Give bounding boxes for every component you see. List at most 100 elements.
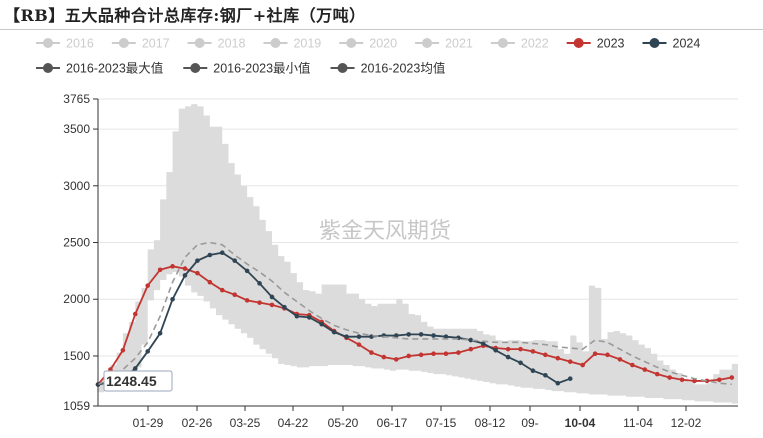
legend-dot-icon <box>43 63 53 73</box>
data-point-2024 <box>331 329 337 335</box>
data-point-2023 <box>244 298 250 303</box>
y-tick-label: 2500 <box>63 236 90 250</box>
data-point-2023 <box>518 346 523 352</box>
data-point-2024 <box>145 349 151 354</box>
data-point-2023 <box>219 287 225 293</box>
data-point-2023 <box>418 352 424 358</box>
data-point-2023 <box>381 354 387 360</box>
data-point-2023 <box>667 375 672 380</box>
data-point-2024 <box>393 333 399 338</box>
x-tick-label: 01-29 <box>133 416 164 430</box>
data-point-2023 <box>530 349 536 354</box>
legend-label: 2016-2023最小值 <box>213 61 310 76</box>
data-point-2024 <box>518 360 523 366</box>
data-point-2024 <box>207 252 213 258</box>
data-point-2024 <box>232 258 237 263</box>
y-tick-label: 1059 <box>63 399 90 413</box>
legend-label: 2016-2023最大值 <box>66 61 163 76</box>
chart-title: 【RB】五大品种合计总库存:钢厂+社库（万吨） <box>4 6 366 25</box>
data-point-2023 <box>406 353 411 359</box>
data-point-2024 <box>132 366 138 371</box>
y-tick-label: 2000 <box>63 292 90 306</box>
data-point-2023 <box>443 351 449 356</box>
x-tick-label: 09- <box>521 416 538 430</box>
data-point-2023 <box>717 377 722 383</box>
data-point-2024 <box>282 304 287 310</box>
data-point-2023 <box>654 371 660 377</box>
data-point-2024 <box>344 334 349 339</box>
legend-item-2024[interactable]: 2024 <box>642 37 701 51</box>
legend-item-2016-2023最小值[interactable]: 2016-2023最小值 <box>183 61 311 76</box>
legend-label: 2020 <box>369 37 397 51</box>
legend-item-2023[interactable]: 2023 <box>566 37 625 51</box>
data-point-2023 <box>207 279 213 285</box>
legend-item-2016-2023均值[interactable]: 2016-2023均值 <box>330 61 446 76</box>
max-min-range-area <box>98 104 738 404</box>
y-tick-label: 3000 <box>63 179 90 193</box>
legend-dot-icon <box>43 38 53 48</box>
data-point-2024 <box>431 333 436 338</box>
data-point-2023 <box>617 357 623 362</box>
legend-label: 2022 <box>521 37 549 51</box>
legend-label: 2016-2023均值 <box>361 61 446 76</box>
data-point-2024 <box>195 258 200 263</box>
legend-label: 2017 <box>142 37 170 51</box>
legend-item-2019[interactable]: 2019 <box>263 37 321 51</box>
legend: 2016 2017 2018 2019 2020 2021 2022 2023 2024 2016… <box>36 37 700 76</box>
x-tick-label: 12-02 <box>671 416 702 430</box>
data-point-2024 <box>257 281 262 286</box>
legend-item-2022[interactable]: 2022 <box>490 37 549 51</box>
data-point-2023 <box>257 300 262 305</box>
data-point-2024 <box>319 321 324 327</box>
x-tick-label: 07-15 <box>426 416 457 430</box>
data-point-2024 <box>219 250 225 256</box>
data-point-2023 <box>679 377 685 383</box>
legend-label: 2019 <box>293 37 321 51</box>
legend-dot-icon <box>497 38 508 48</box>
x-tick-label: 05-20 <box>328 416 359 430</box>
x-tick-label: 06-17 <box>377 416 408 430</box>
y-tick-label: 3500 <box>63 122 90 136</box>
legend-item-2016-2023最大值[interactable]: 2016-2023最大值 <box>36 61 163 76</box>
legend-item-2018[interactable]: 2018 <box>187 37 246 51</box>
legend-item-2020[interactable]: 2020 <box>339 37 397 51</box>
x-tick-label: 11-04 <box>623 416 653 430</box>
data-point-2024 <box>182 273 188 278</box>
data-point-2023 <box>132 311 138 317</box>
data-point-2023 <box>567 359 573 364</box>
legend-item-2017[interactable]: 2017 <box>111 37 170 51</box>
data-point-2023 <box>232 292 237 298</box>
data-point-2024 <box>157 330 163 336</box>
y-tick-label: 1500 <box>63 349 90 363</box>
series-line-2016-2023均值 <box>97 241 732 386</box>
data-point-2024 <box>567 376 573 381</box>
data-point-2023 <box>157 267 163 273</box>
legend-item-2016[interactable]: 2016 <box>36 37 94 51</box>
data-point-2023 <box>120 347 126 353</box>
legend-label: 2023 <box>597 37 625 51</box>
data-point-2024 <box>530 368 536 374</box>
data-point-2023 <box>269 302 275 308</box>
legend-label: 2016 <box>66 37 94 51</box>
data-point-2024 <box>480 341 486 346</box>
data-point-2024 <box>543 372 548 378</box>
data-point-2024 <box>294 313 300 319</box>
legend-dot-icon <box>194 38 205 48</box>
x-tick-label: 08-12 <box>475 416 506 430</box>
legend-dot-icon <box>346 38 357 48</box>
data-point-2024 <box>269 294 275 300</box>
pointer-label-box <box>103 370 173 392</box>
legend-item-2021[interactable]: 2021 <box>415 37 473 51</box>
data-point-2024 <box>356 334 362 339</box>
data-point-2024 <box>505 354 511 360</box>
data-point-2023 <box>369 350 374 355</box>
data-point-2023 <box>170 264 175 269</box>
title-divider <box>0 29 763 30</box>
x-tick-label: 03-25 <box>230 416 261 430</box>
data-point-2023 <box>630 362 635 368</box>
data-point-2023 <box>729 375 735 380</box>
data-point-2023 <box>393 357 399 362</box>
series-lines <box>95 241 735 387</box>
data-point-2023 <box>692 378 697 384</box>
legend-dot-icon <box>190 63 201 73</box>
